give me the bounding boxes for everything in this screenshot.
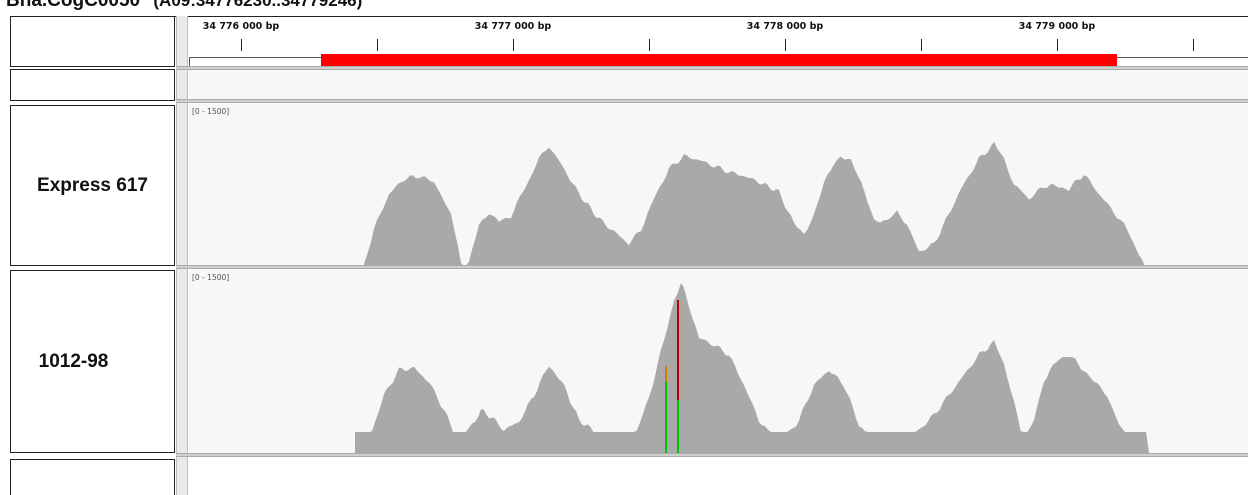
empty-track[interactable]: [189, 70, 1248, 99]
coverage-plot: [364, 141, 1144, 266]
track-separator[interactable]: [176, 99, 1248, 103]
data-range-label: [0 - 1500]: [192, 107, 230, 116]
ruler-tick: [1057, 39, 1058, 51]
ruler-tick: [377, 39, 378, 51]
ruler-label: 34 778 000 bp: [746, 21, 824, 32]
track-separator[interactable]: [176, 66, 1248, 70]
ruler-tick: [513, 39, 514, 51]
ruler-tick: [921, 39, 922, 51]
panel-divider[interactable]: [176, 16, 188, 495]
track-name-label: 1012-98: [38, 350, 109, 372]
track-name-label: Express 617: [37, 174, 148, 196]
ruler-track[interactable]: 34 776 000 bp 34 777 000 bp 34 778 000 bp 3…: [189, 16, 1248, 69]
name-panel-bottom[interactable]: [10, 459, 175, 495]
gene-name: Bna.CogC0050: [6, 0, 141, 11]
data-range-label: [0 - 1500]: [192, 273, 230, 282]
ruler-label: 34 779 000 bp: [1018, 21, 1096, 32]
name-panel-ruler: [10, 16, 175, 67]
coverage-track-1012-98[interactable]: [0 - 1500]: [189, 270, 1248, 454]
track-name-1012-98[interactable]: 1012-98: [10, 270, 175, 453]
track-separator[interactable]: [176, 453, 1248, 457]
gene-feature[interactable]: [321, 54, 1117, 68]
ruler-label: 34 776 000 bp: [202, 21, 280, 32]
empty-track[interactable]: [189, 458, 1248, 495]
coverage-area: [355, 283, 1149, 454]
track-name-express-617[interactable]: Express 617: [10, 105, 175, 266]
ruler-tick: [1193, 39, 1194, 51]
coverage-track-express-617[interactable]: [0 - 1500]: [189, 104, 1248, 266]
ruler-tick: [241, 39, 242, 51]
ruler-tick: [649, 39, 650, 51]
track-separator[interactable]: [176, 265, 1248, 269]
gene-range: (A09:34776230..34779246): [153, 0, 363, 10]
name-panel-empty[interactable]: [10, 69, 175, 101]
coverage-plot: [355, 283, 1149, 454]
coverage-area: [364, 141, 1144, 266]
ruler-label: 34 777 000 bp: [474, 21, 552, 32]
ruler-tick: [785, 39, 786, 51]
gene-title: Bna.CogC0050 (A09:34776230..34779246): [6, 0, 362, 12]
